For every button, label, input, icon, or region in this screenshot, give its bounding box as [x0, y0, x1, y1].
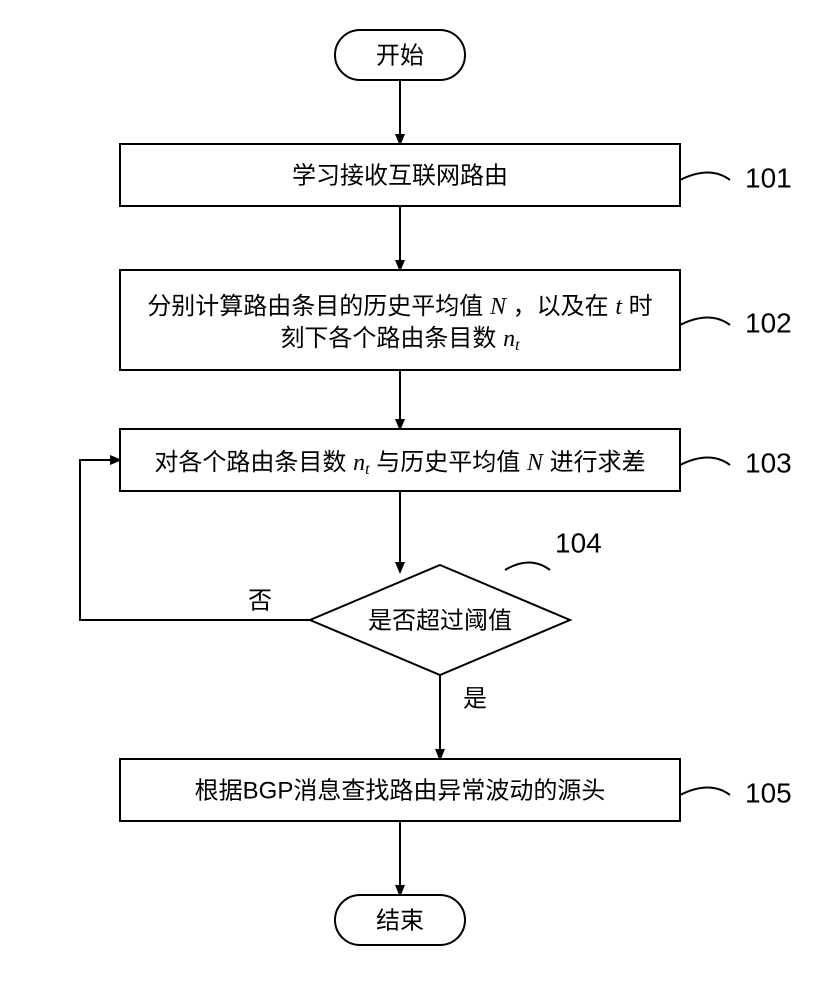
step-label-step105: 105	[745, 777, 792, 808]
step-label-step102: 102	[745, 307, 792, 338]
step-label-step103: 103	[745, 447, 792, 478]
node-text-end: 结束	[376, 907, 424, 934]
leader-step105	[680, 788, 730, 796]
step-label-decision: 104	[555, 527, 602, 558]
leader-decision	[505, 563, 550, 571]
leader-step101	[680, 173, 730, 181]
node-text-start: 开始	[376, 42, 424, 69]
branch-label-no: 否	[248, 587, 272, 614]
node-decision: 是否超过阈值	[310, 565, 570, 675]
leader-step102	[680, 318, 730, 326]
node-text-step101: 学习接收互联网路由	[292, 162, 508, 189]
node-start: 开始	[335, 30, 465, 80]
node-step103: 对各个路由条目数 nt 与历史平均值 N 进行求差	[120, 429, 680, 491]
node-end: 结束	[335, 895, 465, 945]
node-step101: 学习接收互联网路由	[120, 144, 680, 206]
node-text-decision: 是否超过阈值	[368, 607, 512, 634]
node-text-step105: 根据BGP消息查找路由异常波动的源头	[195, 777, 606, 804]
branch-label-yes: 是	[463, 685, 487, 712]
step-label-step101: 101	[745, 162, 792, 193]
node-text-step102-l1: 刻下各个路由条目数 nt	[280, 325, 520, 353]
flowchart-canvas: 是 否 开始学习接收互联网路由分别计算路由条目的历史平均值 N ，以及在 t 时刻下…	[0, 0, 840, 1000]
leader-step103	[680, 458, 730, 466]
node-text-step102-l0: 分别计算路由条目的历史平均值 N ，以及在 t 时	[147, 293, 652, 320]
node-step105: 根据BGP消息查找路由异常波动的源头	[120, 759, 680, 821]
node-text-step103-l0: 对各个路由条目数 nt 与历史平均值 N 进行求差	[154, 449, 645, 477]
node-step102: 分别计算路由条目的历史平均值 N ，以及在 t 时刻下各个路由条目数 nt	[120, 270, 680, 370]
